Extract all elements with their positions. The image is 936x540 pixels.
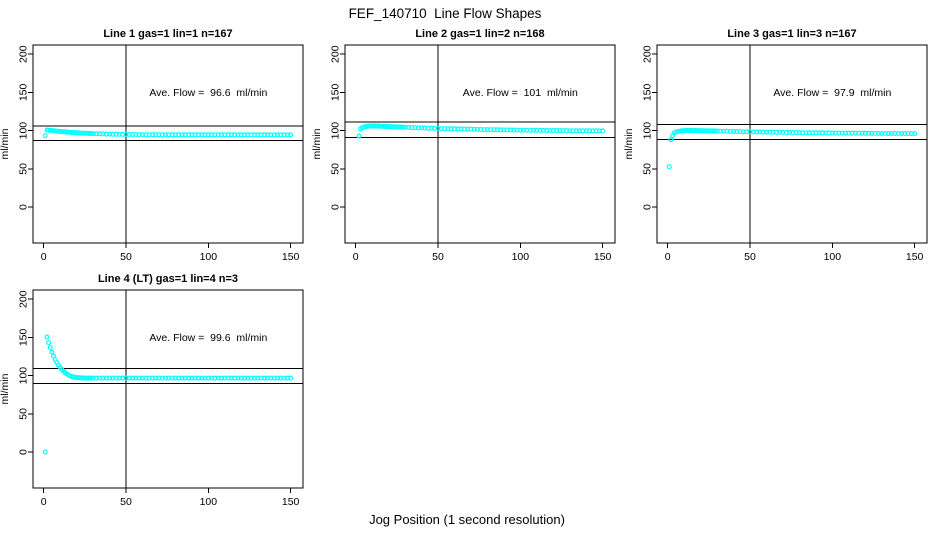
plot-box (32, 44, 304, 244)
y-tick-label: 100 (642, 122, 654, 140)
data-point (465, 126, 471, 132)
subplot-2: 0 50 100 150 0 50 100 150 200 ml/min Line 2 gas=1 … (311, 28, 616, 263)
scatter-points (42, 334, 294, 455)
y-tick-label: 0 (330, 204, 342, 210)
data-point (600, 128, 606, 134)
y-axis: 0 50 100 150 200 (18, 290, 33, 455)
y-tick-label: 0 (18, 204, 30, 210)
data-point (199, 375, 205, 381)
y-axis-label: ml/min (623, 128, 635, 159)
x-tick-label: 100 (200, 251, 218, 263)
data-point (668, 137, 674, 143)
x-tick-label: 50 (432, 251, 444, 263)
x-tick-label: 100 (200, 496, 218, 508)
y-axis-label: ml/min (311, 128, 323, 159)
y-tick-label: 150 (18, 328, 30, 346)
y-tick-label: 150 (330, 83, 342, 101)
data-point (153, 132, 159, 138)
subplot-4: 0 50 100 150 0 50 100 150 200 ml/min Line 4 (LT) g… (0, 273, 304, 508)
data-point (912, 131, 918, 137)
x-axis: 0 50 100 150 (41, 243, 300, 263)
x-axis: 0 50 100 150 (41, 488, 300, 508)
plot-box (656, 44, 928, 244)
y-tick-label: 0 (642, 204, 654, 210)
data-point (288, 132, 294, 138)
x-axis: 0 50 100 150 (353, 243, 612, 263)
y-tick-label: 50 (18, 163, 30, 175)
x-tick-label: 150 (282, 251, 300, 263)
y-tick-label: 200 (642, 45, 654, 63)
figure-xlabel: Jog Position (1 second resolution) (369, 512, 565, 527)
y-tick-label: 100 (18, 122, 30, 140)
x-tick-label: 0 (665, 251, 671, 263)
ave-flow-annotation: Ave. Flow = 97.9 ml/min (773, 87, 891, 99)
data-point (88, 375, 94, 381)
y-tick-label: 200 (330, 45, 342, 63)
y-axis: 0 50 100 150 200 (642, 45, 657, 210)
data-point (199, 132, 205, 138)
x-tick-label: 50 (120, 251, 132, 263)
ave-flow-annotation: Ave. Flow = 99.6 ml/min (149, 332, 267, 344)
ave-flow-annotation: Ave. Flow = 96.6 ml/min (149, 87, 267, 99)
y-tick-label: 100 (330, 122, 342, 140)
data-point (46, 340, 52, 346)
x-axis: 0 50 100 150 (665, 243, 924, 263)
x-tick-label: 0 (41, 496, 47, 508)
x-tick-label: 100 (824, 251, 842, 263)
plot-box (344, 44, 616, 244)
y-tick-label: 50 (18, 408, 30, 420)
plot-box (32, 289, 304, 489)
data-point (42, 449, 48, 455)
data-point (288, 375, 294, 381)
x-tick-label: 150 (282, 496, 300, 508)
x-tick-label: 0 (41, 251, 47, 263)
x-tick-label: 50 (744, 251, 756, 263)
subplot-title: Line 4 (LT) gas=1 lin=4 n=3 (98, 273, 238, 285)
data-point (666, 164, 672, 170)
figure-title: FEF_140710 Line Flow Shapes (348, 6, 542, 21)
x-tick-label: 150 (906, 251, 924, 263)
x-tick-label: 100 (512, 251, 530, 263)
data-point (47, 345, 53, 351)
y-axis-label: ml/min (0, 373, 11, 404)
x-tick-label: 150 (594, 251, 612, 263)
subplot-title: Line 2 gas=1 lin=2 n=168 (415, 28, 544, 40)
x-tick-label: 50 (120, 496, 132, 508)
data-point (44, 334, 50, 340)
data-point (42, 133, 48, 139)
data-point (356, 133, 362, 139)
subplot-title: Line 1 gas=1 lin=1 n=167 (103, 28, 232, 40)
x-tick-label: 0 (353, 251, 359, 263)
y-tick-label: 150 (642, 83, 654, 101)
ave-flow-annotation: Ave. Flow = 101 ml/min (463, 87, 578, 99)
subplot-1: 0 50 100 150 0 50 100 150 200 ml/min Line 1 gas=1 … (0, 28, 304, 263)
subplot-title: Line 3 gas=1 lin=3 n=167 (727, 28, 856, 40)
y-axis: 0 50 100 150 200 (18, 45, 33, 210)
y-axis: 0 50 100 150 200 (330, 45, 345, 210)
y-tick-label: 0 (18, 449, 30, 455)
scatter-points (42, 127, 294, 139)
y-tick-label: 100 (18, 367, 30, 385)
data-point (49, 349, 55, 355)
y-axis-label: ml/min (0, 128, 11, 159)
y-tick-label: 200 (18, 45, 30, 63)
y-tick-label: 50 (330, 163, 342, 175)
scatter-points (666, 128, 918, 170)
y-tick-label: 50 (642, 163, 654, 175)
y-tick-label: 150 (18, 83, 30, 101)
subplot-3: 0 50 100 150 0 50 100 150 200 ml/min Line 3 gas=1 … (623, 28, 928, 263)
y-tick-label: 200 (18, 290, 30, 308)
scatter-points (356, 123, 606, 139)
